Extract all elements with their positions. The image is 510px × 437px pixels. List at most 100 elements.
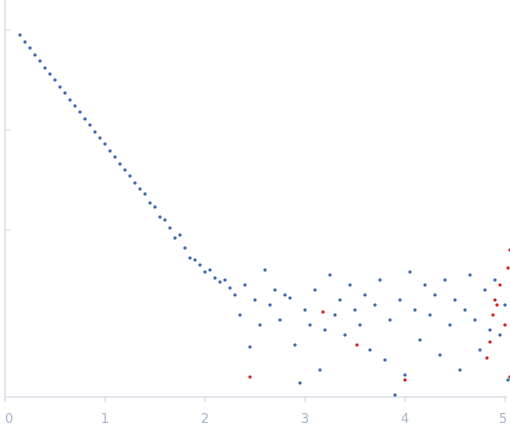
- point: [153, 205, 157, 209]
- point: [498, 333, 502, 337]
- point: [118, 162, 122, 166]
- point: [433, 293, 437, 297]
- point: [173, 236, 177, 240]
- point: [498, 283, 502, 287]
- point: [308, 323, 312, 327]
- point: [383, 358, 387, 362]
- point: [293, 343, 297, 347]
- point: [483, 288, 487, 292]
- point: [203, 270, 207, 274]
- point: [193, 258, 197, 262]
- point: [68, 98, 72, 102]
- x-tick-label: 2: [201, 412, 209, 427]
- point: [428, 313, 432, 317]
- point: [418, 338, 422, 342]
- point: [473, 318, 477, 322]
- point: [213, 276, 217, 280]
- point: [398, 298, 402, 302]
- point: [503, 323, 507, 327]
- point: [333, 313, 337, 317]
- point: [33, 53, 37, 57]
- point: [288, 296, 292, 300]
- point: [88, 123, 92, 127]
- point: [63, 91, 67, 95]
- point: [18, 33, 22, 37]
- point: [198, 263, 202, 267]
- x-tick-label: 1: [101, 412, 109, 427]
- point: [438, 353, 442, 357]
- point: [463, 308, 467, 312]
- point: [298, 381, 302, 385]
- point: [408, 270, 412, 274]
- point: [98, 136, 102, 140]
- point: [183, 246, 187, 250]
- point: [443, 278, 447, 282]
- point: [491, 313, 495, 317]
- point: [263, 268, 267, 272]
- point: [268, 303, 272, 307]
- point: [363, 293, 367, 297]
- point: [123, 168, 127, 172]
- point: [355, 343, 359, 347]
- point: [248, 345, 252, 349]
- point: [48, 72, 52, 76]
- point: [248, 375, 252, 379]
- point: [108, 149, 112, 153]
- point: [163, 218, 167, 222]
- x-tick-label: 0: [5, 412, 13, 427]
- point: [338, 298, 342, 302]
- point: [58, 85, 62, 89]
- point: [138, 187, 142, 191]
- point: [343, 333, 347, 337]
- point: [468, 273, 472, 277]
- point: [488, 328, 492, 332]
- point: [303, 308, 307, 312]
- point: [23, 40, 27, 44]
- point: [158, 215, 162, 219]
- point: [38, 59, 42, 63]
- point: [388, 318, 392, 322]
- point: [328, 273, 332, 277]
- point: [485, 356, 489, 360]
- point: [243, 283, 247, 287]
- point: [208, 268, 212, 272]
- point: [353, 308, 357, 312]
- x-tick-label: 3: [301, 412, 309, 427]
- point: [423, 283, 427, 287]
- point: [478, 348, 482, 352]
- point: [318, 368, 322, 372]
- point: [188, 256, 192, 260]
- point: [148, 201, 152, 205]
- point: [273, 288, 277, 292]
- point: [78, 110, 82, 114]
- point: [358, 323, 362, 327]
- point: [488, 340, 492, 344]
- point: [313, 288, 317, 292]
- point: [128, 174, 132, 178]
- point: [368, 348, 372, 352]
- point: [218, 280, 222, 284]
- point: [53, 78, 57, 82]
- point: [506, 378, 510, 382]
- point: [83, 117, 87, 121]
- point: [233, 293, 237, 297]
- point: [253, 298, 257, 302]
- point: [178, 233, 182, 237]
- point: [43, 66, 47, 70]
- point: [413, 308, 417, 312]
- point: [321, 310, 325, 314]
- point: [403, 378, 407, 382]
- point: [403, 373, 407, 377]
- point: [278, 318, 282, 322]
- point: [448, 323, 452, 327]
- point: [453, 298, 457, 302]
- point: [506, 266, 510, 270]
- point: [495, 303, 499, 307]
- point: [73, 104, 77, 108]
- point: [93, 130, 97, 134]
- point: [458, 368, 462, 372]
- x-tick-label: 4: [401, 412, 409, 427]
- point: [133, 181, 137, 185]
- point: [228, 286, 232, 290]
